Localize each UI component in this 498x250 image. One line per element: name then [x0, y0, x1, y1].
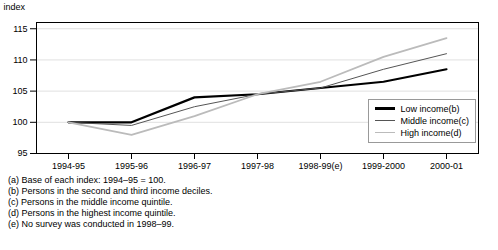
html-text:Low income(b): Low income(b): [400, 103, 460, 114]
html-text:(b) Persons in the second and: (b) Persons in the second and third inco…: [8, 186, 213, 196]
svg-text:105: 105: [12, 86, 27, 96]
svg-text:100: 100: [12, 117, 27, 127]
svg-text:1994-95: 1994-95: [52, 161, 85, 171]
svg-text:110: 110: [13, 55, 27, 65]
html-text:High income(d): High income(d): [400, 127, 462, 138]
svg-text:1997-98: 1997-98: [241, 161, 274, 171]
html-text:Middle income(c): Middle income(c): [400, 115, 469, 126]
svg-text:1998-99(e): 1998-99(e): [298, 161, 342, 171]
svg-text:1996-97: 1996-97: [178, 161, 211, 171]
html-text:(c) Persons in the middle inco: (c) Persons in the middle income quintil…: [8, 197, 173, 207]
html-text:(a) Base of each index: 1994–9: (a) Base of each index: 1994–95 = 100.: [8, 175, 166, 185]
svg-text:1995-96: 1995-96: [115, 161, 148, 171]
svg-text:index: index: [4, 2, 26, 12]
svg-text:1999-2000: 1999-2000: [362, 161, 405, 171]
svg-text:95: 95: [17, 148, 27, 158]
html-text:(d) Persons in the highest inc: (d) Persons in the highest income quinti…: [8, 208, 176, 218]
html-text:(e) No survey was conducted in: (e) No survey was conducted in 1998–99.: [8, 219, 175, 229]
svg-text:2000-01: 2000-01: [430, 161, 463, 171]
svg-text:115: 115: [13, 24, 27, 34]
